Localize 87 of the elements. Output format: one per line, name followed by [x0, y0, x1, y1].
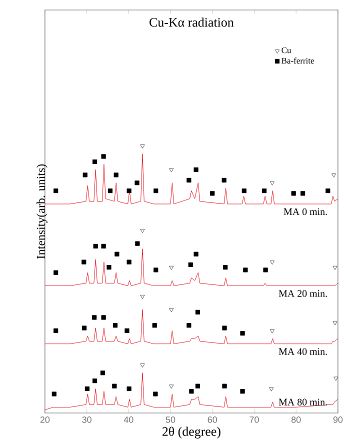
point: [263, 268, 268, 272]
point: [153, 268, 158, 272]
series-label: MA 20 min.: [278, 290, 327, 297]
point: [82, 172, 88, 178]
point: [106, 265, 112, 270]
series-label: MA 0 min.: [284, 208, 327, 216]
x-tick-label: 40: [124, 416, 134, 423]
point: [114, 172, 118, 178]
series-label: MA 40 min.: [278, 348, 327, 355]
y-axis-title: Intensity(arb. units): [36, 164, 48, 259]
point: [240, 389, 245, 394]
point: [210, 191, 215, 196]
x-tick-label: 70: [250, 416, 259, 423]
point: [195, 310, 200, 314]
point: [53, 270, 58, 275]
point: [53, 188, 58, 194]
point: [140, 144, 145, 149]
point: [332, 321, 338, 326]
point: [126, 386, 132, 392]
x-tick-label: 50: [166, 416, 176, 423]
point: [152, 323, 157, 328]
point: [140, 228, 145, 234]
point: [135, 241, 140, 246]
point: [188, 262, 193, 267]
x-tick-label: 80: [291, 416, 301, 423]
legend-label: Cu: [282, 47, 291, 54]
point: [262, 188, 266, 194]
point: [92, 315, 97, 320]
point: [268, 387, 274, 392]
point: [82, 326, 86, 330]
point: [168, 384, 174, 389]
point: [222, 178, 226, 183]
point: [270, 181, 274, 186]
point: [186, 323, 192, 328]
point: [101, 154, 106, 159]
point: [325, 188, 330, 194]
point: [331, 173, 336, 178]
point: [101, 244, 106, 248]
point: [112, 384, 117, 388]
point: [134, 180, 140, 186]
point: [101, 315, 106, 320]
point: [153, 392, 158, 396]
point: [332, 266, 338, 270]
point: [189, 389, 194, 394]
point: [153, 188, 158, 194]
point: [243, 268, 248, 272]
point: [242, 188, 246, 194]
point: [92, 378, 97, 384]
point: [333, 376, 338, 381]
point: [168, 168, 174, 172]
point: [194, 167, 198, 172]
point: [222, 384, 227, 388]
point: [194, 252, 198, 256]
point: [81, 260, 86, 264]
point: [291, 191, 296, 196]
point: [186, 178, 192, 183]
point: [168, 266, 174, 270]
point: [300, 191, 305, 196]
point: [53, 328, 58, 333]
point: [270, 260, 274, 265]
point: [270, 329, 274, 334]
point: [140, 364, 145, 368]
x-tick-label: 30: [82, 416, 92, 423]
point: [124, 328, 130, 333]
point: [240, 330, 245, 336]
point: [92, 159, 97, 164]
point: [114, 252, 120, 256]
point: [52, 392, 56, 396]
point: [108, 188, 112, 194]
point: [100, 370, 105, 376]
x-axis-title: 2θ (degree): [162, 426, 220, 439]
point: [168, 308, 174, 312]
x-tick-label: 60: [208, 416, 217, 423]
x-tick-label: 20: [40, 416, 50, 423]
x-tick-label: 90: [333, 416, 342, 423]
point: [84, 386, 90, 392]
point: [126, 260, 132, 264]
point: [112, 323, 118, 328]
point: [140, 294, 145, 299]
point: [222, 326, 227, 330]
point: [93, 244, 98, 248]
chart-title: Cu-Kα radiation: [149, 18, 234, 27]
point: [222, 265, 228, 270]
point: [126, 188, 132, 194]
series-label: MA 80 min.: [278, 398, 327, 406]
legend-label: Ba-ferrite: [281, 58, 314, 64]
point: [195, 384, 200, 388]
